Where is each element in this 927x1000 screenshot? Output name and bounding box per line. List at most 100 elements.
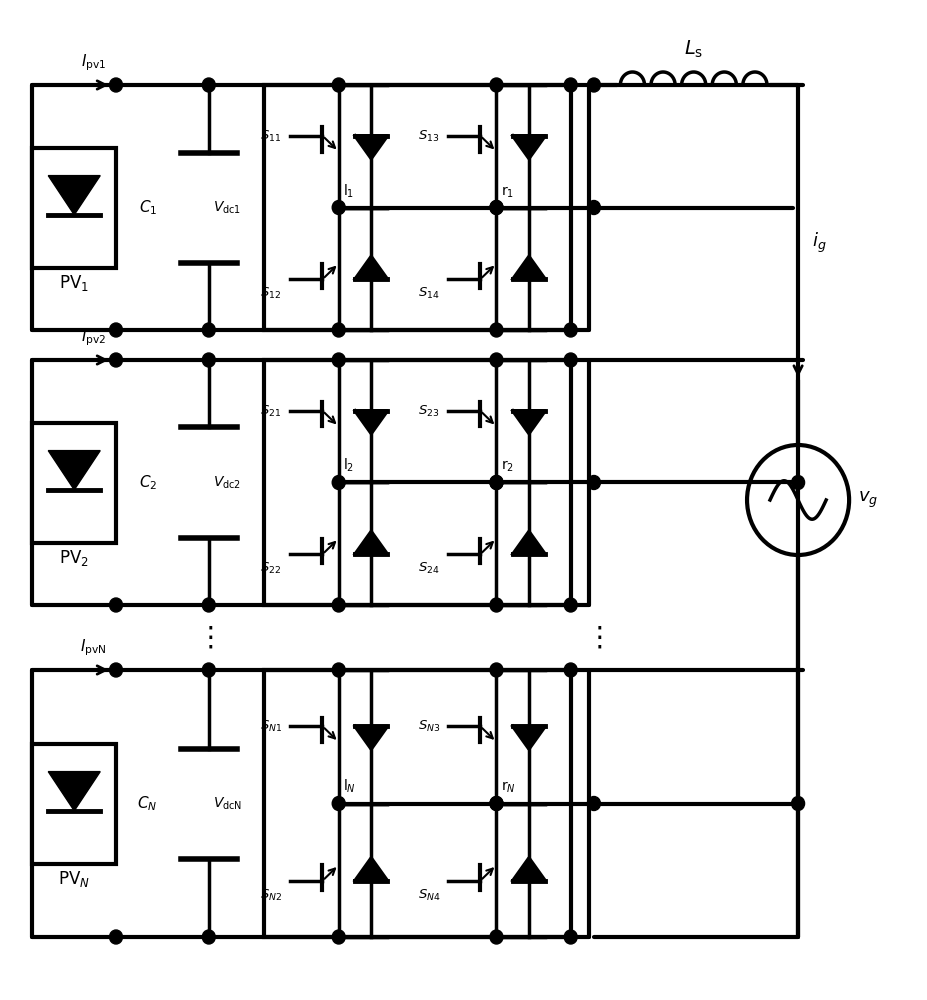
- Bar: [264, 670, 570, 937]
- Polygon shape: [512, 726, 545, 749]
- Circle shape: [564, 323, 577, 337]
- Polygon shape: [354, 136, 387, 158]
- Text: $C_N$: $C_N$: [137, 794, 158, 813]
- Polygon shape: [512, 858, 545, 881]
- Circle shape: [202, 663, 215, 677]
- Text: $\vdots$: $\vdots$: [585, 624, 602, 652]
- Text: $v_g$: $v_g$: [857, 490, 878, 510]
- Text: $S_{N3}$: $S_{N3}$: [417, 719, 439, 734]
- Circle shape: [489, 78, 502, 92]
- Polygon shape: [354, 257, 387, 279]
- Circle shape: [489, 353, 502, 367]
- Circle shape: [564, 598, 577, 612]
- Text: $S_{12}$: $S_{12}$: [260, 286, 281, 301]
- Circle shape: [489, 475, 502, 489]
- Bar: [32, 744, 116, 864]
- Circle shape: [332, 663, 345, 677]
- Circle shape: [489, 200, 502, 215]
- Text: $C_2$: $C_2$: [139, 473, 158, 492]
- Polygon shape: [354, 411, 387, 433]
- Circle shape: [489, 796, 502, 810]
- Circle shape: [202, 323, 215, 337]
- Text: $i_g$: $i_g$: [811, 230, 826, 255]
- Text: $C_1$: $C_1$: [139, 198, 158, 217]
- Polygon shape: [354, 726, 387, 749]
- Text: $\mathrm{r}_N$: $\mathrm{r}_N$: [501, 780, 515, 796]
- Text: $V_{\mathrm{dc1}}$: $V_{\mathrm{dc1}}$: [213, 199, 241, 216]
- Circle shape: [332, 200, 345, 215]
- Circle shape: [587, 796, 600, 810]
- Text: $\mathrm{PV}_N$: $\mathrm{PV}_N$: [58, 869, 90, 889]
- Bar: [264, 360, 570, 605]
- Text: $I_{\mathrm{pv1}}$: $I_{\mathrm{pv1}}$: [82, 52, 107, 73]
- Text: $\mathrm{l}_1$: $\mathrm{l}_1$: [343, 182, 354, 200]
- Text: $L_{\mathrm{s}}$: $L_{\mathrm{s}}$: [683, 39, 703, 60]
- Text: $\mathrm{PV}_2$: $\mathrm{PV}_2$: [59, 548, 89, 568]
- Text: $S_{13}$: $S_{13}$: [417, 129, 438, 144]
- Text: $\mathrm{l}_N$: $\mathrm{l}_N$: [343, 778, 356, 796]
- Polygon shape: [512, 411, 545, 433]
- Text: $V_{\mathrm{dc2}}$: $V_{\mathrm{dc2}}$: [213, 474, 241, 491]
- Circle shape: [332, 353, 345, 367]
- Text: $S_{24}$: $S_{24}$: [417, 561, 438, 576]
- Circle shape: [332, 598, 345, 612]
- Circle shape: [109, 930, 122, 944]
- Text: $\mathrm{PV}_1$: $\mathrm{PV}_1$: [59, 273, 89, 293]
- Text: $\mathrm{r}_2$: $\mathrm{r}_2$: [501, 459, 514, 474]
- Polygon shape: [512, 136, 545, 158]
- Text: $V_{\mathrm{dcN}}$: $V_{\mathrm{dcN}}$: [213, 795, 243, 812]
- Circle shape: [489, 200, 502, 215]
- Polygon shape: [48, 772, 100, 811]
- Circle shape: [202, 598, 215, 612]
- Circle shape: [587, 78, 600, 92]
- Circle shape: [489, 663, 502, 677]
- Polygon shape: [48, 451, 100, 490]
- Text: $S_{14}$: $S_{14}$: [417, 286, 438, 301]
- Text: $I_{\mathrm{pv2}}$: $I_{\mathrm{pv2}}$: [82, 327, 107, 348]
- Circle shape: [564, 353, 577, 367]
- Circle shape: [791, 796, 804, 810]
- Polygon shape: [354, 532, 387, 554]
- Circle shape: [202, 78, 215, 92]
- Text: $I_{\mathrm{pvN}}$: $I_{\mathrm{pvN}}$: [80, 637, 107, 658]
- Polygon shape: [354, 858, 387, 881]
- Text: $S_{N1}$: $S_{N1}$: [260, 719, 282, 734]
- Circle shape: [109, 598, 122, 612]
- Bar: [32, 423, 116, 543]
- Text: $S_{N4}$: $S_{N4}$: [417, 888, 439, 903]
- Text: $S_{23}$: $S_{23}$: [417, 404, 438, 419]
- Polygon shape: [48, 176, 100, 215]
- Circle shape: [489, 796, 502, 810]
- Circle shape: [564, 663, 577, 677]
- Text: $S_{22}$: $S_{22}$: [260, 561, 281, 576]
- Circle shape: [587, 200, 600, 215]
- Text: $\vdots$: $\vdots$: [196, 624, 212, 652]
- Circle shape: [202, 930, 215, 944]
- Circle shape: [109, 353, 122, 367]
- Polygon shape: [512, 532, 545, 554]
- Bar: [264, 85, 570, 330]
- Circle shape: [489, 475, 502, 489]
- Circle shape: [587, 475, 600, 489]
- Circle shape: [332, 323, 345, 337]
- Circle shape: [332, 930, 345, 944]
- Text: $\mathrm{l}_2$: $\mathrm{l}_2$: [343, 457, 354, 474]
- Circle shape: [109, 78, 122, 92]
- Circle shape: [332, 475, 345, 489]
- Polygon shape: [512, 257, 545, 279]
- Text: $S_{N2}$: $S_{N2}$: [260, 888, 282, 903]
- Circle shape: [489, 930, 502, 944]
- Circle shape: [564, 78, 577, 92]
- Circle shape: [332, 796, 345, 810]
- Text: $\mathrm{r}_1$: $\mathrm{r}_1$: [501, 184, 514, 200]
- Circle shape: [109, 663, 122, 677]
- Circle shape: [332, 78, 345, 92]
- Bar: [32, 148, 116, 268]
- Circle shape: [202, 353, 215, 367]
- Circle shape: [489, 598, 502, 612]
- Text: $S_{21}$: $S_{21}$: [260, 404, 281, 419]
- Circle shape: [109, 323, 122, 337]
- Circle shape: [791, 475, 804, 489]
- Circle shape: [489, 323, 502, 337]
- Text: $S_{11}$: $S_{11}$: [260, 129, 281, 144]
